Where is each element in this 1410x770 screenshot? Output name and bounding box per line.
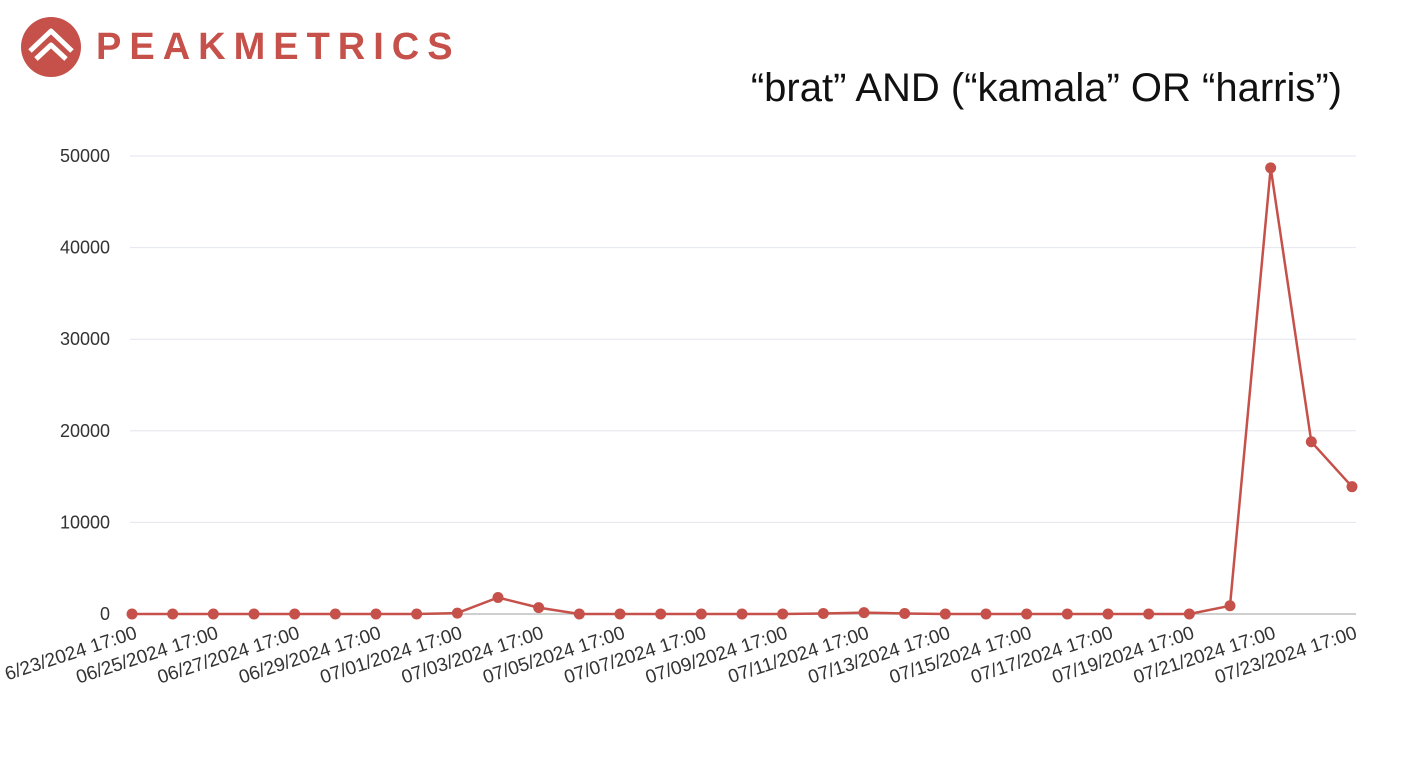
brand-logo: PEAKMETRICS (20, 16, 461, 78)
data-point[interactable] (329, 608, 341, 620)
data-point[interactable] (655, 608, 667, 620)
y-tick-label: 0 (100, 604, 110, 624)
data-point[interactable] (451, 607, 463, 619)
mountain-peak-icon (21, 17, 81, 77)
data-point[interactable] (980, 608, 992, 620)
data-point[interactable] (370, 608, 382, 620)
data-point[interactable] (1265, 162, 1277, 174)
y-tick-label: 30000 (60, 329, 110, 349)
y-axis-ticks: 50000 40000 30000 20000 10000 0 (60, 146, 110, 624)
chart-title: “brat” AND (“kamala” OR “harris”) (750, 66, 1342, 110)
data-point[interactable] (858, 607, 870, 619)
y-tick-label: 50000 (60, 146, 110, 166)
y-tick-label: 10000 (60, 512, 110, 532)
data-point[interactable] (1346, 481, 1358, 493)
data-point[interactable] (167, 608, 179, 620)
data-point[interactable] (1021, 608, 1033, 620)
data-point[interactable] (289, 608, 301, 620)
data-point[interactable] (614, 608, 626, 620)
grid-lines (130, 155, 1356, 523)
data-point[interactable] (126, 608, 138, 620)
data-point[interactable] (1061, 608, 1073, 620)
y-tick-label: 40000 (60, 238, 110, 258)
data-point[interactable] (411, 608, 423, 620)
data-points (126, 162, 1358, 620)
data-point[interactable] (1224, 600, 1236, 612)
data-point[interactable] (736, 608, 748, 620)
data-point[interactable] (899, 608, 911, 620)
brand-name: PEAKMETRICS (96, 25, 461, 68)
data-point[interactable] (1305, 436, 1317, 448)
data-point[interactable] (533, 602, 545, 614)
data-point[interactable] (1143, 608, 1155, 620)
data-point[interactable] (939, 608, 951, 620)
data-point[interactable] (777, 608, 789, 620)
data-point[interactable] (695, 608, 707, 620)
series-line (132, 166, 1353, 616)
data-point[interactable] (817, 608, 829, 620)
data-point[interactable] (1102, 608, 1114, 620)
data-point[interactable] (1183, 608, 1195, 620)
y-tick-label: 20000 (60, 421, 110, 441)
data-point[interactable] (248, 608, 260, 620)
data-point[interactable] (207, 608, 219, 620)
data-point[interactable] (492, 592, 504, 604)
data-point[interactable] (573, 608, 585, 620)
